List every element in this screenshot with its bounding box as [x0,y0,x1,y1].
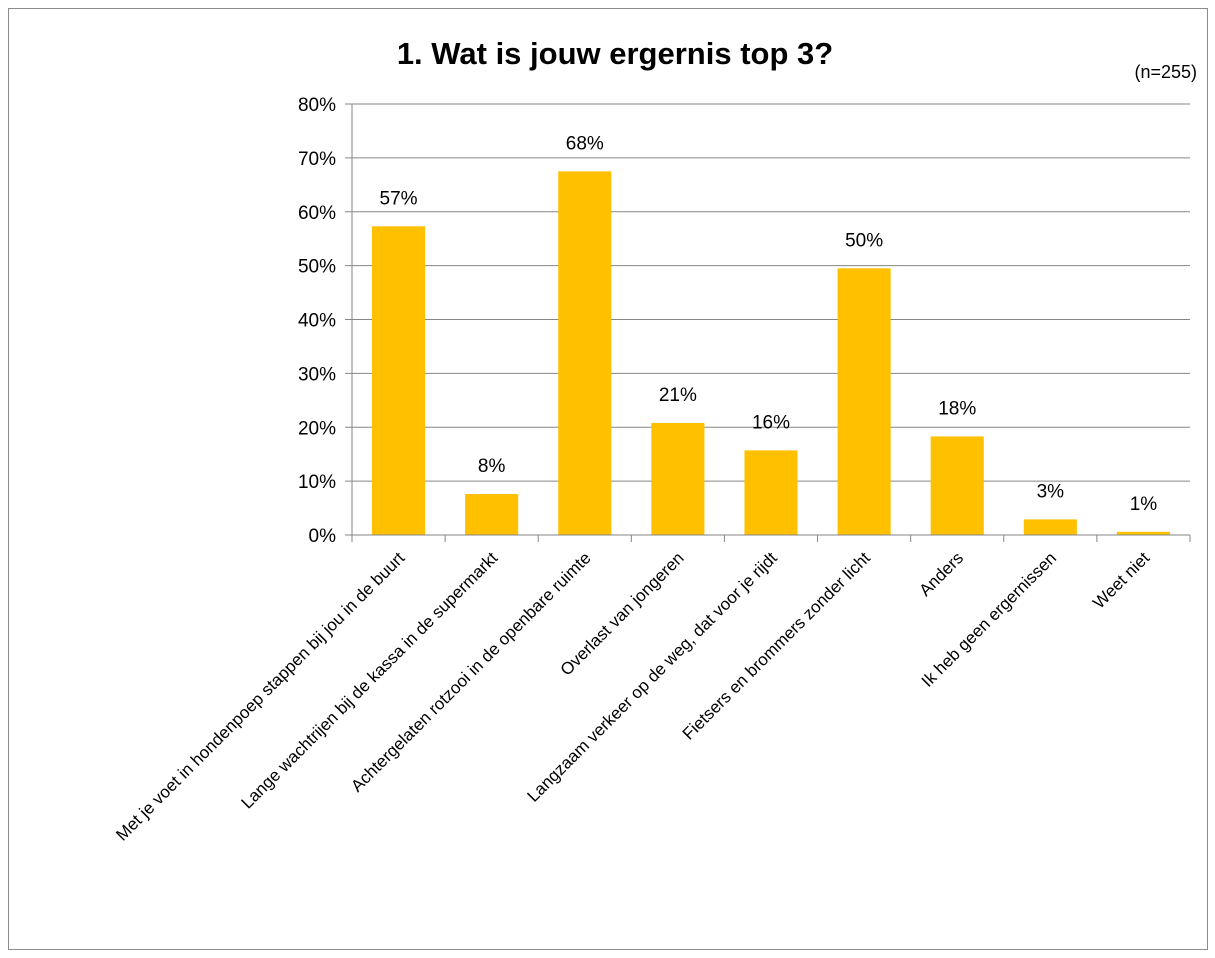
category-label: Anders [916,548,968,600]
category-label: Fietsers en brommers zonder licht [679,548,874,743]
y-tick-label: 20% [298,418,336,439]
data-label: 68% [566,133,604,154]
bar [1023,519,1077,535]
data-label: 21% [659,385,697,406]
bars [372,171,1170,535]
y-tick-label: 0% [309,526,337,547]
bar [372,226,426,535]
y-tick-label: 70% [298,149,336,170]
labels: 0%10%20%30%40%50%60%70%80%57%Met je voet… [112,95,1157,845]
gridlines [352,103,1190,482]
bar [930,436,984,535]
data-label: 16% [752,412,790,433]
bar [465,494,519,535]
axes [345,103,1191,542]
y-tick-label: 40% [298,311,336,332]
data-label: 18% [938,398,976,419]
category-label: Weet niet [1089,548,1153,612]
data-label: 3% [1037,481,1065,502]
y-tick-label: 10% [298,472,336,493]
sample-size-note: (n=255) [1134,62,1197,82]
bar [651,422,705,535]
bar [744,450,798,535]
y-tick-label: 80% [298,95,336,116]
chart-title: 1. Wat is jouw ergernis top 3? [397,36,833,71]
y-tick-label: 60% [298,203,336,224]
data-label: 57% [380,188,418,209]
y-tick-label: 30% [298,364,336,385]
data-label: 1% [1130,494,1158,515]
chart-frame: 1. Wat is jouw ergernis top 3? (n=255) 0… [8,8,1208,950]
bar [837,268,891,535]
bar [1116,531,1170,535]
data-label: 8% [478,456,506,477]
data-label: 50% [845,230,883,251]
y-tick-label: 50% [298,257,336,278]
bar [558,171,612,535]
bar-chart: 1. Wat is jouw ergernis top 3? (n=255) 0… [112,36,1197,845]
